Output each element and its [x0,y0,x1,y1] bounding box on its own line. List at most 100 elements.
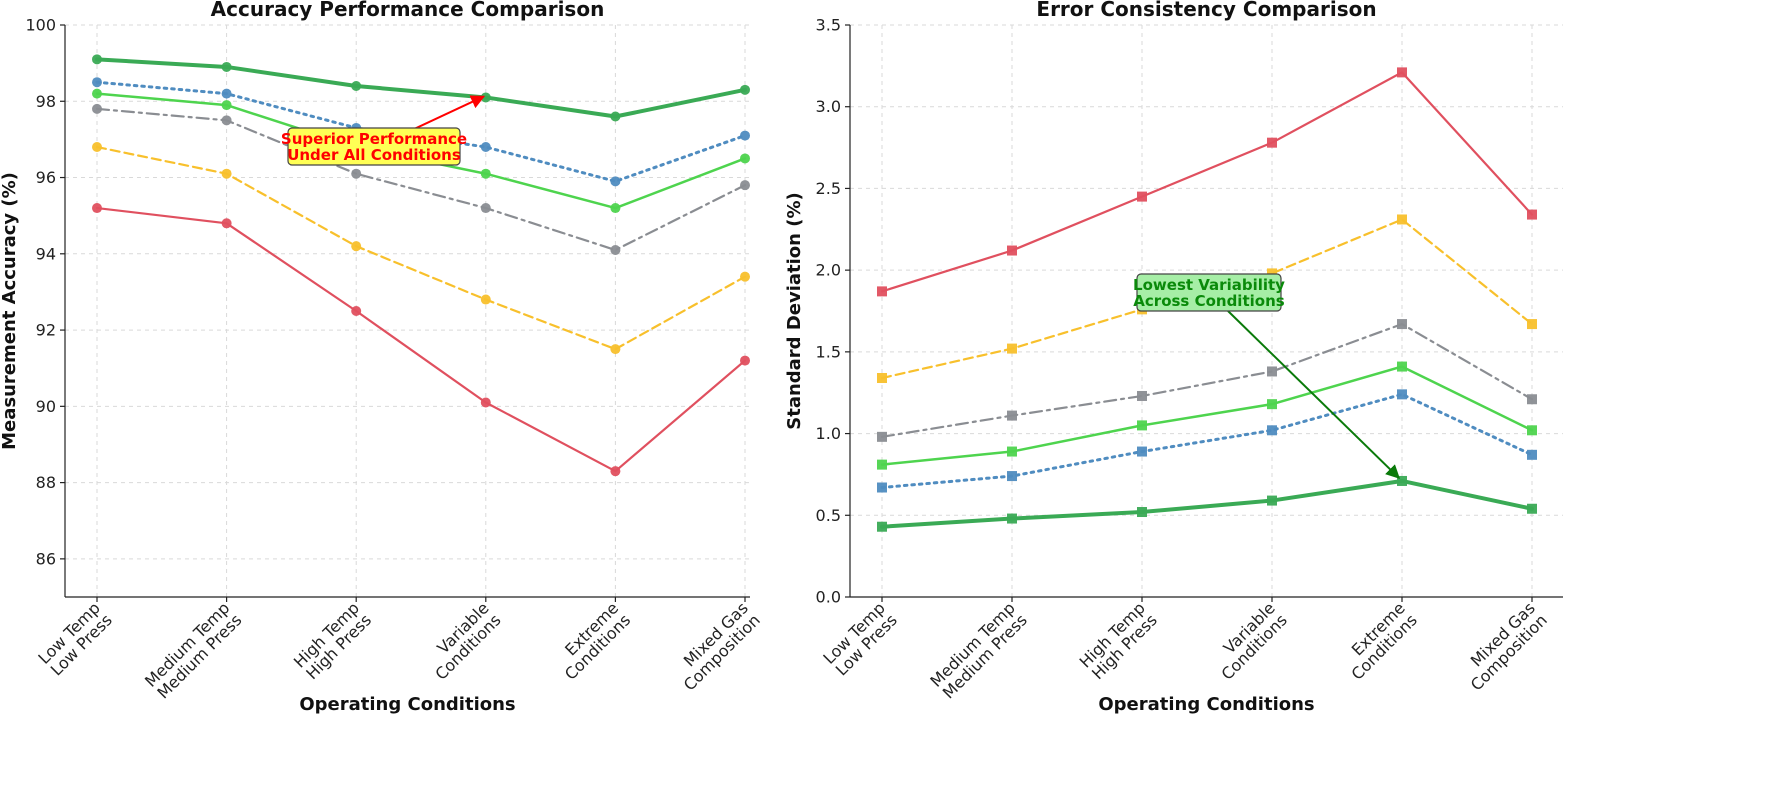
series-2-point [740,271,750,282]
series-3-point [1527,394,1537,405]
series-4-point [221,88,232,99]
series-2-point [1397,214,1407,225]
y-tick-label: 96 [36,168,56,187]
x-axis-label: Operating Conditions [1098,694,1314,715]
series-line-6 [880,478,1534,529]
series-5-point [92,88,102,99]
series-1-point [1137,191,1147,202]
series-5-point [480,168,491,179]
x-tick-label: Medium TempMedium Press [926,598,1030,702]
series-line-1 [95,206,747,473]
series-3-point [1267,366,1277,377]
series-1-point [1527,209,1537,220]
series-5-point [1397,361,1407,372]
series-2-point [877,373,887,384]
x-tick-label: Mixed GasComposition [668,598,764,694]
series-4-point [740,130,750,141]
y-tick-label: 86 [36,549,56,568]
x-tick-label: ExtremeConditions [549,598,634,683]
x-axis-label: Operating Conditions [299,694,515,715]
series-1-point [1007,245,1017,256]
annotation-text-line: Superior Performance [281,130,467,148]
series-3-point [221,115,232,126]
series-5-point [740,153,750,164]
series-1-point [740,355,750,366]
series-6-point [221,61,232,72]
y-axis-label: Standard Deviation (%) [784,192,805,430]
series-line-1 [880,71,1534,293]
series-5-point [1007,446,1017,457]
series-5-point [610,203,621,214]
y-tick-label: 0.0 [816,588,841,607]
y-tick-label: 3.5 [816,16,841,35]
series-line-5 [880,365,1534,466]
series-6-point [1267,495,1277,506]
x-tick-label: Low TempLow Press [34,598,115,679]
series-line-4 [880,392,1534,490]
series-4-point [1527,449,1537,460]
series-3-point [610,244,621,255]
series-3-point [480,203,491,214]
chart-title: Accuracy Performance Comparison [211,0,605,21]
y-tick-label: 2.5 [816,179,841,198]
series-2-point [92,142,102,153]
series-4-point [1397,389,1407,400]
annotation-text-line: Under All Conditions [287,146,461,164]
series-2-point [480,294,491,305]
series-6-point [351,81,362,92]
annotation-text-line: Across Conditions [1133,292,1284,310]
series-4-point [610,176,621,187]
series-1-point [92,203,102,214]
chart-panel-2: 0.0 0.5 1.0 1.5 2.0 2.5 3.0 3.5 Low TempLow Pres… [784,0,1563,715]
y-tick-label: 1.0 [816,424,841,443]
series-3-point [740,180,750,191]
series-4-point [92,77,102,88]
series-6-point [92,54,102,65]
series-3-point [1007,410,1017,421]
series-5-point [1267,399,1277,410]
series-3-point [351,168,362,179]
annotation-box [287,127,461,166]
series-4-point [1137,446,1147,457]
x-tick-label: Mixed GasComposition [1455,598,1551,694]
series-1-point [351,306,362,316]
series-5-point [877,459,887,470]
series-1-point [221,218,232,229]
series-3-point [1397,319,1407,330]
y-tick-label: 92 [36,321,56,340]
y-tick-label: 2.0 [816,261,841,280]
x-tick-label: Medium TempMedium Press [141,598,245,702]
annotation-arrow [411,95,486,131]
chart-panel-1: 86 88 90 92 94 96 98 100 Low TempLow Press Medium… [0,0,764,715]
x-tick-label: VariableConditions [419,598,504,683]
series-2-point [1007,343,1017,354]
y-axis-label: Measurement Accuracy (%) [0,172,20,450]
chart-title: Error Consistency Comparison [1036,0,1376,21]
series-2-point [610,344,621,355]
series-1-point [480,397,491,408]
series-3-point [877,431,887,442]
series-line-3 [95,107,747,252]
y-tick-label: 0.5 [816,506,841,525]
series-1-point [610,466,621,477]
series-1-point [1267,137,1277,148]
y-tick-label: 1.5 [816,342,841,361]
series-4-point [877,482,887,493]
x-tick-label: VariableConditions [1206,598,1291,683]
series-2-point [1527,319,1537,330]
y-tick-label: 100 [25,16,56,35]
annotation-text: Superior Performance Under All Conditions [281,130,467,164]
series-6-point [1527,503,1537,514]
series-6-point [610,111,621,122]
x-tick-label: High TempHigh Press [1076,598,1161,683]
x-tick-label: Low TempLow Press [819,598,900,679]
x-tick-label: High TempHigh Press [290,598,375,683]
series-5-point [221,100,232,111]
series-1-point [877,286,887,297]
series-4-point [480,142,491,153]
series-line-2 [95,145,747,351]
annotation-text: Lowest Variability Across Conditions [1133,276,1285,310]
series-6-point [1137,507,1147,518]
